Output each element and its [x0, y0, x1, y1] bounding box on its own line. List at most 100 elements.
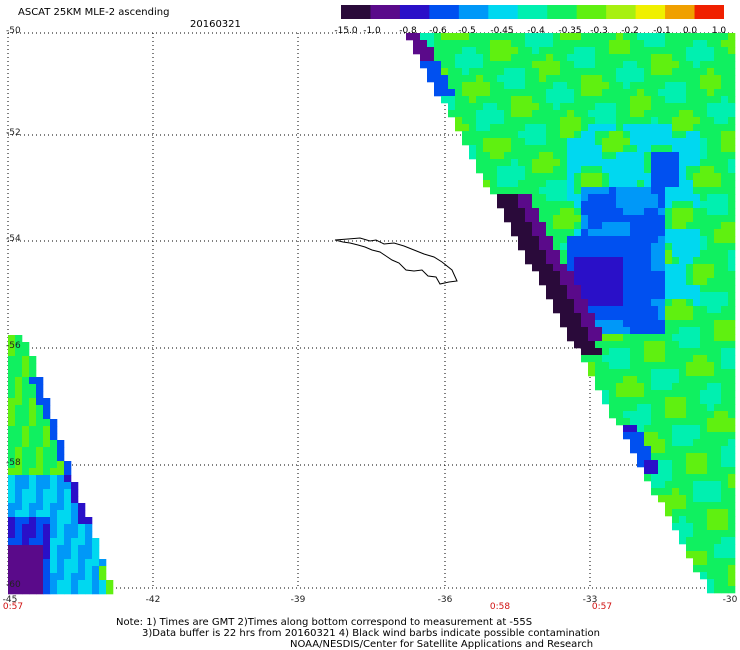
wind-cell — [15, 356, 23, 364]
wind-cell — [616, 124, 624, 132]
wind-cell — [700, 425, 708, 433]
wind-cell — [728, 145, 736, 153]
wind-cell — [560, 145, 568, 153]
wind-cell — [22, 370, 30, 378]
wind-cell — [686, 509, 694, 517]
wind-cell — [665, 334, 673, 342]
wind-cell — [609, 299, 617, 307]
wind-cell — [497, 166, 505, 174]
wind-cell — [50, 489, 58, 497]
wind-cell — [637, 376, 645, 384]
wind-cell — [588, 110, 596, 118]
wind-cell — [700, 362, 708, 370]
wind-cell — [588, 327, 596, 335]
wind-cell — [595, 257, 603, 265]
wind-cell — [22, 545, 30, 553]
wind-cell — [623, 187, 631, 195]
wind-cell — [490, 145, 498, 153]
wind-cell — [581, 166, 589, 174]
wind-cell — [700, 82, 708, 90]
wind-cell — [588, 320, 596, 328]
wind-cell — [693, 558, 701, 566]
wind-cell — [560, 159, 568, 167]
wind-cell — [728, 558, 736, 566]
wind-cell — [595, 54, 603, 62]
wind-cell — [616, 362, 624, 370]
wind-cell — [22, 384, 30, 392]
wind-cell — [574, 103, 582, 111]
footnote-line: Note: 1) Times are GMT 2)Times along bot… — [116, 617, 533, 628]
wind-cell — [609, 362, 617, 370]
wind-cell — [539, 159, 547, 167]
wind-cell — [553, 166, 561, 174]
wind-cell — [588, 236, 596, 244]
wind-cell — [476, 131, 484, 139]
wind-cell — [672, 446, 680, 454]
wind-cell — [651, 257, 659, 265]
wind-cell — [560, 166, 568, 174]
wind-cell — [672, 432, 680, 440]
time-label: 0:57 — [591, 602, 613, 612]
wind-cell — [29, 489, 37, 497]
wind-cell — [602, 250, 610, 258]
wind-cell — [546, 61, 554, 69]
wind-cell — [721, 474, 729, 482]
wind-cell — [616, 271, 624, 279]
wind-cell — [700, 285, 708, 293]
wind-cell — [693, 194, 701, 202]
wind-cell — [78, 531, 86, 539]
wind-cell — [50, 531, 58, 539]
wind-cell — [22, 447, 30, 455]
wind-cell — [588, 75, 596, 83]
wind-cell — [581, 257, 589, 265]
wind-cell — [448, 110, 456, 118]
wind-cell — [532, 215, 540, 223]
colorbar-segment — [399, 5, 430, 19]
lat-label: -50 — [6, 26, 21, 36]
wind-cell — [651, 334, 659, 342]
wind-cell — [29, 440, 37, 448]
wind-cell — [532, 89, 540, 97]
wind-cell — [532, 222, 540, 230]
wind-cell — [637, 299, 645, 307]
wind-cell — [679, 299, 687, 307]
wind-cell — [490, 166, 498, 174]
wind-cell — [630, 369, 638, 377]
wind-cell — [609, 390, 617, 398]
wind-cell — [602, 145, 610, 153]
wind-cell — [721, 292, 729, 300]
wind-cell — [50, 524, 58, 532]
wind-cell — [50, 538, 58, 546]
wind-cell — [630, 110, 638, 118]
wind-cell — [609, 152, 617, 160]
wind-cell — [441, 33, 449, 41]
wind-cell — [574, 271, 582, 279]
wind-cell — [644, 208, 652, 216]
wind-cell — [546, 96, 554, 104]
wind-cell — [560, 243, 568, 251]
wind-cell — [462, 138, 470, 146]
wind-cell — [476, 75, 484, 83]
wind-cell — [560, 40, 568, 48]
wind-cell — [57, 559, 65, 567]
wind-cell — [707, 558, 715, 566]
wind-cell — [490, 40, 498, 48]
wind-cell — [71, 587, 79, 595]
wind-cell — [630, 138, 638, 146]
wind-cell — [8, 342, 16, 350]
wind-cell — [693, 285, 701, 293]
wind-cell — [693, 509, 701, 517]
wind-cell — [686, 411, 694, 419]
wind-cell — [595, 166, 603, 174]
wind-cell — [700, 460, 708, 468]
wind-cell — [57, 545, 65, 553]
wind-cell — [43, 566, 51, 574]
wind-cell — [700, 453, 708, 461]
wind-cell — [665, 33, 673, 41]
wind-cell — [700, 271, 708, 279]
wind-cell — [679, 103, 687, 111]
wind-cell — [574, 306, 582, 314]
wind-cell — [672, 208, 680, 216]
wind-cell — [679, 306, 687, 314]
wind-cell — [29, 531, 37, 539]
